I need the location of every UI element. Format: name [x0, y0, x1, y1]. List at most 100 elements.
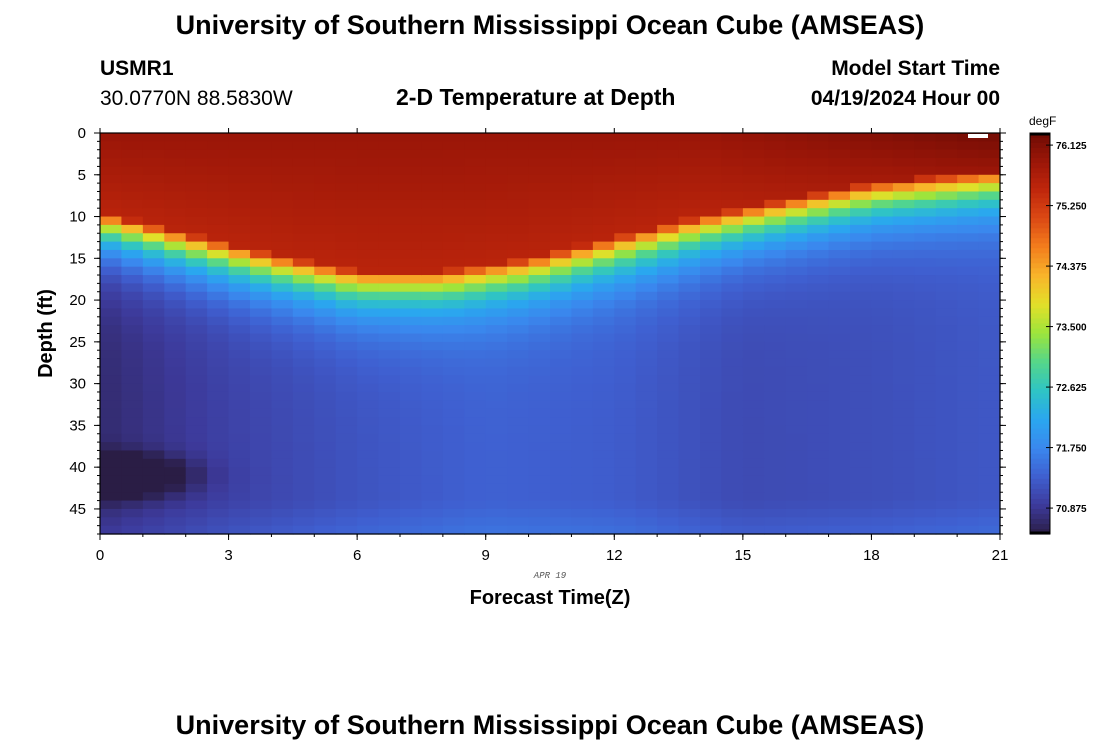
heatmap-cell — [357, 408, 380, 418]
heatmap-cell — [528, 366, 551, 376]
heatmap-cell — [571, 199, 594, 209]
heatmap-cell — [142, 517, 165, 527]
heatmap-cell — [764, 233, 787, 243]
heatmap-cell — [442, 458, 465, 468]
heatmap-cell — [228, 375, 251, 385]
heatmap-cell — [807, 183, 830, 193]
heatmap-cell — [421, 492, 444, 502]
heatmap-cell — [742, 442, 765, 452]
heatmap-cell — [464, 283, 487, 293]
heatmap-cell — [185, 191, 208, 201]
heatmap-cell — [635, 141, 658, 151]
heatmap-cell — [400, 316, 423, 326]
heatmap-cell — [764, 199, 787, 209]
heatmap-cell — [442, 283, 465, 293]
heatmap-cell — [871, 425, 894, 435]
heatmap-cell — [400, 199, 423, 209]
heatmap-cell — [164, 241, 187, 251]
heatmap-cell — [378, 241, 401, 251]
heatmap-cell — [164, 508, 187, 518]
heatmap-cell — [357, 308, 380, 318]
heatmap-cell — [914, 375, 937, 385]
heatmap-cell — [871, 208, 894, 218]
heatmap-cell — [142, 341, 165, 351]
heatmap-cell — [935, 174, 958, 184]
heatmap-cell — [828, 199, 851, 209]
heatmap-cell — [292, 366, 315, 376]
heatmap-cell — [807, 375, 830, 385]
heatmap-cell — [250, 199, 273, 209]
heatmap-cell — [678, 291, 701, 301]
heatmap-cell — [785, 433, 808, 443]
heatmap-cell — [421, 199, 444, 209]
heatmap-cell — [507, 442, 530, 452]
heatmap-cell — [592, 308, 615, 318]
heatmap-cell — [850, 208, 873, 218]
heatmap-cell — [485, 442, 508, 452]
heatmap-cell — [485, 275, 508, 284]
heatmap-cell — [421, 383, 444, 393]
heatmap-cell — [592, 283, 615, 293]
heatmap-cell — [957, 266, 980, 276]
heatmap-cell — [892, 450, 915, 460]
heatmap-cell — [185, 417, 208, 426]
heatmap-cell — [657, 425, 680, 435]
heatmap-cell — [442, 358, 465, 368]
heatmap-cell — [807, 483, 830, 493]
heatmap-cell — [421, 483, 444, 493]
heatmap-cell — [357, 358, 380, 368]
heatmap-cell — [228, 216, 251, 226]
colorbar-tick-label: 72.625 — [1056, 383, 1087, 394]
colorbar-segment — [1030, 183, 1050, 189]
colorbar-segment — [1030, 403, 1050, 410]
heatmap-cell — [335, 458, 358, 468]
heatmap-cell — [550, 308, 573, 318]
heatmap-cell — [850, 158, 873, 168]
heatmap-cell — [464, 233, 487, 243]
heatmap-cell — [485, 308, 508, 318]
heatmap-cell — [721, 174, 744, 184]
heatmap-cell — [935, 249, 958, 259]
heatmap-cell — [164, 208, 187, 218]
heatmap-cell — [271, 391, 294, 401]
heatmap-cell — [550, 133, 573, 142]
heatmap-cell — [721, 191, 744, 201]
heatmap-cell — [807, 266, 830, 276]
heatmap-cell — [378, 383, 401, 393]
heatmap-cell — [957, 442, 980, 452]
heatmap-cell — [207, 375, 230, 385]
heatmap-cell — [464, 166, 487, 176]
heatmap-cell — [678, 308, 701, 318]
heatmap-cell — [335, 283, 358, 293]
heatmap-cell — [892, 224, 915, 234]
heatmap-cell — [314, 508, 337, 518]
heatmap-cell — [614, 425, 637, 435]
heatmap-cell — [485, 283, 508, 293]
heatmap-cell — [485, 492, 508, 502]
heatmap-cell — [742, 458, 765, 468]
heatmap-cell — [507, 358, 530, 368]
heatmap-cell — [614, 483, 637, 493]
heatmap-cell — [464, 275, 487, 284]
heatmap-cell — [978, 458, 1001, 468]
heatmap-cell — [314, 166, 337, 176]
heatmap-cell — [507, 249, 530, 259]
heatmap-cell — [485, 433, 508, 443]
heatmap-cell — [164, 483, 187, 493]
heatmap-cell — [978, 341, 1001, 351]
heatmap-cell — [250, 166, 273, 176]
heatmap-cell — [785, 475, 808, 485]
colorbar-segment — [1030, 343, 1050, 350]
heatmap-cell — [678, 216, 701, 226]
heatmap-cell — [335, 350, 358, 360]
heatmap-cell — [700, 158, 723, 168]
heatmap-cell — [250, 408, 273, 418]
heatmap-cell — [142, 183, 165, 193]
colorbar-segment — [1030, 433, 1050, 440]
heatmap-cell — [850, 249, 873, 259]
heatmap-cell — [828, 141, 851, 151]
heatmap-cell — [464, 333, 487, 343]
heatmap-cell — [871, 408, 894, 418]
heatmap-cell — [978, 333, 1001, 343]
heatmap-cell — [721, 400, 744, 410]
